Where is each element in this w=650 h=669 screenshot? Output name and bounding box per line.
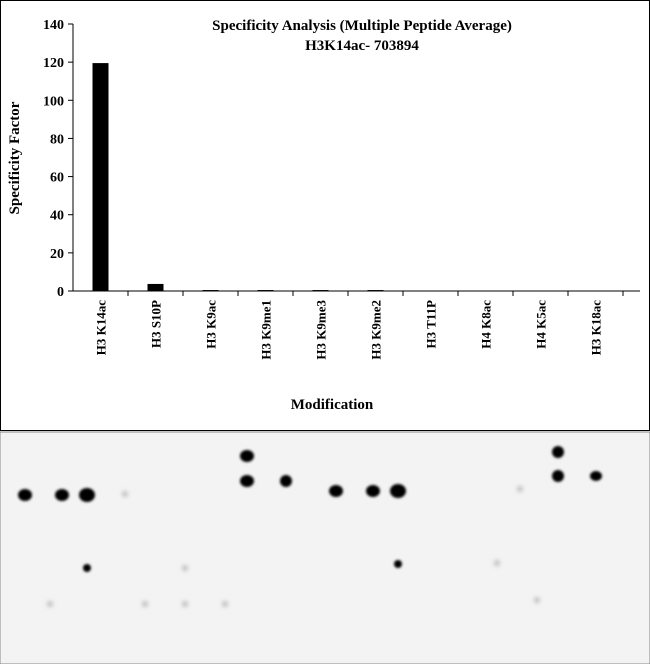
- x-tick-label: H3 S10P: [149, 300, 164, 348]
- y-tick-label: 120: [43, 56, 64, 71]
- spot: [552, 470, 564, 482]
- y-tick-label: 20: [50, 247, 64, 262]
- spot: [394, 560, 402, 568]
- blot-spots: [18, 446, 602, 572]
- bar: [202, 290, 219, 291]
- x-axis-label: Modification: [291, 397, 374, 413]
- bar: [312, 290, 329, 291]
- faint-spot: [534, 597, 540, 603]
- faint-spot: [182, 565, 188, 571]
- x-tick-label: H3 K9me3: [314, 300, 329, 360]
- bar: [92, 63, 109, 291]
- y-tick-label: 100: [43, 94, 64, 109]
- y-tick-label: 0: [57, 285, 64, 300]
- spot: [590, 471, 602, 481]
- spot: [240, 450, 254, 462]
- x-tick-label: H3 K18ac: [589, 300, 604, 355]
- spot: [390, 484, 406, 498]
- y-axis-label: Specificity Factor: [7, 101, 23, 214]
- bar: [147, 283, 164, 291]
- faint-spot: [517, 486, 523, 492]
- spot: [18, 489, 32, 501]
- y-tick-label: 60: [50, 171, 64, 186]
- spot: [240, 475, 254, 487]
- y-tick-label: 40: [50, 209, 64, 224]
- blot-background: [0, 431, 650, 665]
- chart-frame: [0, 0, 650, 431]
- spot: [280, 475, 292, 487]
- x-tick-label: H3 K14ac: [94, 300, 109, 355]
- x-tick-label: H3 K9me1: [259, 300, 274, 360]
- x-tick-label: H3 T11P: [424, 300, 439, 349]
- spot: [329, 485, 343, 497]
- spot: [79, 488, 95, 502]
- bar: [367, 290, 384, 291]
- x-tick-label: H4 K8ac: [479, 300, 494, 349]
- y-tick-label: 140: [43, 18, 64, 33]
- x-tick-label: H3 K9me2: [369, 300, 384, 360]
- spot: [83, 564, 91, 572]
- chart-title: Specificity Analysis (Multiple Peptide A…: [212, 18, 512, 34]
- chart-subtitle: H3K14ac- 703894: [305, 38, 419, 54]
- bar: [257, 290, 274, 291]
- plot-area: 0 20 40 60 80 100 120 140 H3 K14ac H3 S10P H3 K9ac…: [43, 18, 640, 360]
- faint-spot: [47, 601, 53, 607]
- spot: [55, 489, 69, 501]
- dot-blot: [0, 431, 650, 665]
- faint-spot: [222, 601, 228, 607]
- faint-spot: [494, 560, 500, 566]
- faint-spot: [122, 491, 128, 497]
- blot-faint-spots: [47, 486, 540, 607]
- faint-spot: [182, 601, 188, 607]
- y-tick-label: 80: [50, 132, 64, 147]
- x-tick-label: H3 K9ac: [204, 300, 219, 349]
- faint-spot: [142, 601, 148, 607]
- spot: [552, 446, 564, 458]
- x-tick-label: H4 K5ac: [534, 300, 549, 349]
- spot: [366, 485, 380, 497]
